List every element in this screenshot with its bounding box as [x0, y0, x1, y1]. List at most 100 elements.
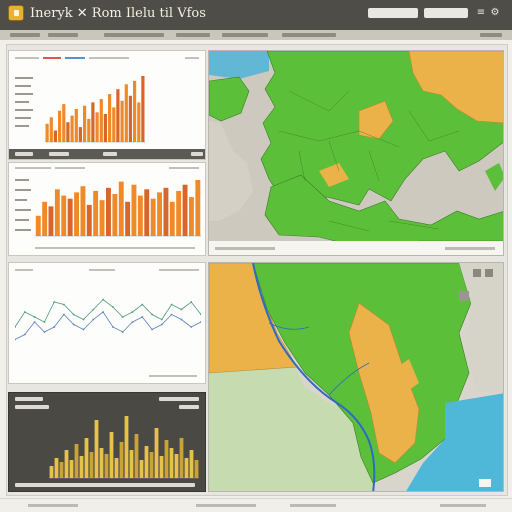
- data-point: [190, 301, 193, 303]
- bar: [53, 130, 57, 142]
- bar: [137, 102, 141, 142]
- panel-footer: [9, 149, 205, 159]
- data-point: [92, 318, 95, 321]
- bar: [149, 452, 154, 478]
- map-region[interactable]: [208, 262, 504, 492]
- bar: [83, 105, 87, 142]
- title-filter-field[interactable]: [424, 8, 468, 18]
- bar: [116, 89, 120, 142]
- bar: [169, 201, 175, 236]
- data-point: [82, 318, 85, 321]
- bar: [124, 416, 129, 478]
- data-point: [160, 323, 163, 326]
- bar: [129, 450, 134, 478]
- bar: [144, 446, 149, 478]
- bar: [195, 180, 201, 236]
- data-point: [190, 326, 193, 328]
- settings-icon[interactable]: ⚙: [490, 7, 500, 18]
- bar-chart-top: [45, 76, 145, 143]
- bar: [80, 186, 86, 236]
- data-point: [53, 326, 56, 328]
- data-point: [131, 311, 134, 313]
- bar: [176, 190, 182, 236]
- bar: [189, 197, 194, 236]
- bar: [137, 195, 143, 236]
- app-logo-icon: [8, 5, 24, 21]
- bar: [125, 201, 131, 236]
- bar: [133, 80, 137, 142]
- toolbar-item[interactable]: [282, 33, 336, 37]
- data-point: [72, 323, 75, 326]
- bar: [128, 95, 132, 142]
- bar: [104, 454, 109, 478]
- bar: [169, 448, 174, 478]
- data-point: [53, 301, 56, 303]
- data-point: [170, 313, 173, 316]
- map-europe[interactable]: [208, 50, 504, 256]
- toolbar-item[interactable]: [10, 33, 40, 37]
- bar: [84, 438, 89, 478]
- bar: [49, 117, 53, 143]
- data-point: [170, 303, 173, 306]
- bar: [184, 458, 189, 478]
- bar: [74, 444, 79, 478]
- map-region-canvas: [209, 263, 503, 491]
- data-point: [141, 316, 144, 318]
- bar: [91, 102, 95, 142]
- bar: [74, 109, 78, 142]
- dark-chart-panel[interactable]: [8, 392, 206, 492]
- data-point: [43, 331, 46, 333]
- data-point: [151, 328, 154, 331]
- bar: [95, 112, 99, 142]
- bar: [119, 442, 124, 478]
- data-point: [82, 328, 85, 331]
- bar: [94, 420, 99, 478]
- data-point: [23, 311, 26, 313]
- bar: [141, 76, 145, 142]
- data-point: [43, 321, 46, 323]
- bar: [139, 460, 144, 478]
- bar: [89, 452, 94, 478]
- title-bar: Ineryk ✕ Rom Ilelu til Vfos ≡ ⚙: [0, 0, 512, 30]
- toolbar-item[interactable]: [222, 33, 268, 37]
- bar: [106, 187, 111, 236]
- data-point: [141, 303, 144, 306]
- data-point: [102, 298, 104, 301]
- data-point: [131, 321, 134, 323]
- bar: [99, 200, 105, 236]
- data-point: [33, 316, 36, 318]
- toolbar-item[interactable]: [480, 33, 502, 37]
- bar: [114, 458, 119, 478]
- bar: [79, 456, 84, 478]
- data-point: [200, 321, 201, 323]
- bar: [49, 466, 54, 478]
- title-search-field[interactable]: [368, 8, 418, 18]
- bar-chart-middle: [35, 180, 201, 237]
- bar: [62, 104, 66, 142]
- bar: [157, 192, 162, 236]
- data-point: [121, 316, 124, 318]
- map-europe-canvas: [209, 51, 503, 255]
- chart-panel-top[interactable]: [8, 50, 206, 160]
- bar: [131, 184, 137, 236]
- bar: [163, 187, 169, 236]
- data-point: [200, 313, 201, 316]
- menu-icon[interactable]: ≡: [476, 7, 486, 18]
- chart-panel-middle[interactable]: [8, 162, 206, 256]
- bar: [103, 114, 107, 143]
- toolbar-item[interactable]: [176, 33, 210, 37]
- toolbar-item[interactable]: [104, 33, 164, 37]
- toolbar-item[interactable]: [48, 33, 78, 37]
- data-point: [160, 318, 163, 321]
- bar: [87, 118, 91, 142]
- series-line-b: [15, 311, 201, 340]
- bar: [112, 194, 118, 236]
- data-point: [72, 313, 75, 316]
- bar: [144, 189, 150, 236]
- line-chart-panel[interactable]: [8, 262, 206, 384]
- window-title: Ineryk ✕ Rom Ilelu til Vfos: [30, 6, 206, 21]
- status-bar: [0, 498, 512, 512]
- data-point: [180, 308, 183, 311]
- bar: [93, 190, 99, 236]
- bar: [35, 215, 41, 236]
